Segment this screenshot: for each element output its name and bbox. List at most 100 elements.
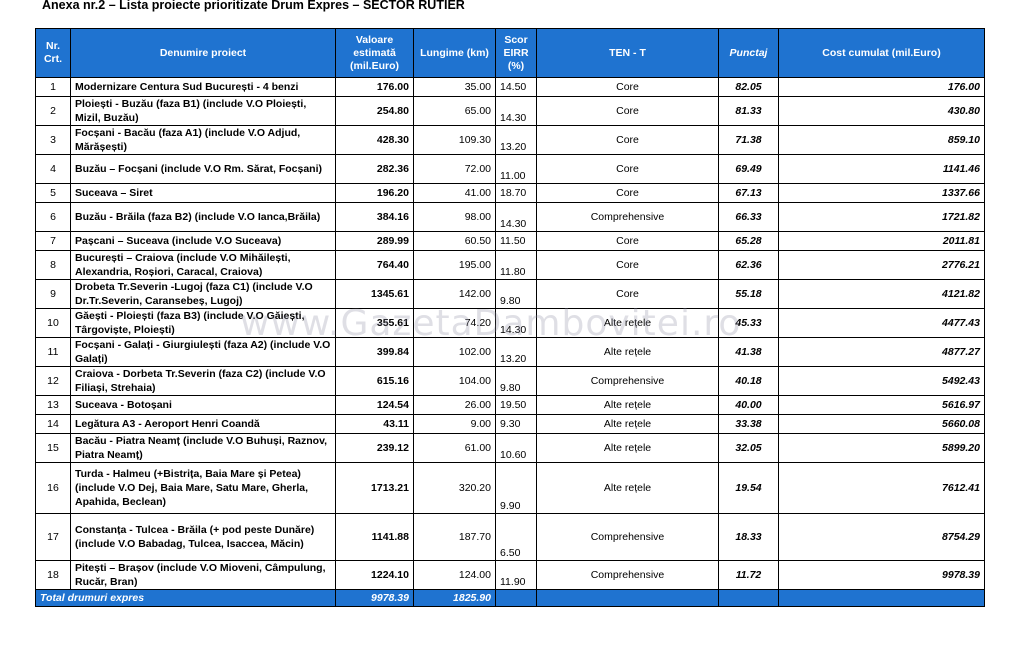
total-length: 1825.90 [413,589,496,607]
project-name: Suceava – Siret [70,183,336,203]
eirr-score: 9.30 [495,414,537,434]
table-row: 12 Craiova - Dorbeta Tr.Severin (faza C2)… [35,366,985,396]
cumulative-cost: 176.00 [778,77,985,97]
punctaj: 82.05 [718,77,779,97]
eirr-score: 6.50 [495,513,537,561]
ten-t-category: Alte rețele [536,395,719,415]
punctaj: 41.38 [718,337,779,367]
estimated-value: 428.30 [335,125,414,155]
table-row: 15 Bacău - Piatra Neamț (include V.O Buhu… [35,433,985,463]
project-name: Ploiești - Buzău (faza B1) (include V.O … [70,96,336,126]
total-empty [495,589,537,607]
length-km: 195.00 [413,250,496,280]
project-name: Buzău – Focșani (include V.O Rm. Sărat, … [70,154,336,184]
cumulative-cost: 4121.82 [778,279,985,309]
length-km: 61.00 [413,433,496,463]
projects-table: Nr. Crt. Denumire proiect Valoare estima… [35,28,985,607]
project-name: Constanța - Tulcea - Brăila (+ pod peste… [70,513,336,561]
cumulative-cost: 8754.29 [778,513,985,561]
length-km: 320.20 [413,462,496,514]
project-name: Suceava - Botoșani [70,395,336,415]
header-value: Valoare estimată (mil.Euro) [335,28,414,78]
row-number: 16 [35,462,71,514]
ten-t-category: Alte rețele [536,308,719,338]
punctaj: 55.18 [718,279,779,309]
eirr-score: 13.20 [495,125,537,155]
project-name: Focșani - Galați - Giurgiulești (faza A2… [70,337,336,367]
table-row: 3 Focșani - Bacău (faza A1) (include V.O … [35,125,985,155]
document-title: Anexa nr.2 – Lista proiecte prioritizate… [42,0,465,12]
total-empty [536,589,719,607]
length-km: 74.20 [413,308,496,338]
eirr-score: 9.90 [495,462,537,514]
ten-t-category: Comprehensive [536,202,719,232]
ten-t-category: Core [536,279,719,309]
row-number: 8 [35,250,71,280]
table-row: 10 Găești - Ploiești (faza B3) (include V… [35,308,985,338]
table-row: 4 Buzău – Focșani (include V.O Rm. Sărat,… [35,154,985,184]
table-row: 18 Pitești – Brașov (include V.O Mioveni,… [35,560,985,590]
eirr-score: 9.80 [495,279,537,309]
row-number: 14 [35,414,71,434]
cumulative-cost: 5899.20 [778,433,985,463]
punctaj: 65.28 [718,231,779,251]
eirr-score: 11.50 [495,231,537,251]
header-row: Nr. Crt. Denumire proiect Valoare estima… [35,28,985,78]
row-number: 4 [35,154,71,184]
table-row: 16 Turda - Halmeu (+Bistrița, Baia Mare ș… [35,462,985,514]
project-name: Pitești – Brașov (include V.O Mioveni, C… [70,560,336,590]
header-cost: Cost cumulat (mil.Euro) [778,28,985,78]
punctaj: 62.36 [718,250,779,280]
eirr-score: 14.30 [495,96,537,126]
cumulative-cost: 4877.27 [778,337,985,367]
estimated-value: 239.12 [335,433,414,463]
ten-t-category: Comprehensive [536,560,719,590]
cumulative-cost: 1337.66 [778,183,985,203]
eirr-score: 11.00 [495,154,537,184]
length-km: 60.50 [413,231,496,251]
estimated-value: 615.16 [335,366,414,396]
ten-t-category: Comprehensive [536,366,719,396]
length-km: 41.00 [413,183,496,203]
cumulative-cost: 5616.97 [778,395,985,415]
estimated-value: 176.00 [335,77,414,97]
header-name: Denumire proiect [70,28,336,78]
cumulative-cost: 2011.81 [778,231,985,251]
ten-t-category: Alte rețele [536,337,719,367]
length-km: 9.00 [413,414,496,434]
row-number: 13 [35,395,71,415]
eirr-score: 13.20 [495,337,537,367]
ten-t-category: Core [536,77,719,97]
row-number: 2 [35,96,71,126]
project-name: Pașcani – Suceava (include V.O Suceava) [70,231,336,251]
ten-t-category: Core [536,250,719,280]
cumulative-cost: 9978.39 [778,560,985,590]
row-number: 9 [35,279,71,309]
eirr-score: 14.30 [495,202,537,232]
eirr-score: 18.70 [495,183,537,203]
estimated-value: 1141.88 [335,513,414,561]
table-row: 7 Pașcani – Suceava (include V.O Suceava)… [35,231,985,251]
estimated-value: 384.16 [335,202,414,232]
row-number: 6 [35,202,71,232]
header-punctaj: Punctaj [718,28,779,78]
project-name: Turda - Halmeu (+Bistrița, Baia Mare și … [70,462,336,514]
punctaj: 18.33 [718,513,779,561]
punctaj: 71.38 [718,125,779,155]
row-number: 18 [35,560,71,590]
project-name: Craiova - Dorbeta Tr.Severin (faza C2) (… [70,366,336,396]
punctaj: 40.18 [718,366,779,396]
project-name: Buzău - Brăila (faza B2) (include V.O Ia… [70,202,336,232]
table-row: 9 Drobeta Tr.Severin -Lugoj (faza C1) (in… [35,279,985,309]
punctaj: 67.13 [718,183,779,203]
punctaj: 81.33 [718,96,779,126]
estimated-value: 124.54 [335,395,414,415]
ten-t-category: Core [536,231,719,251]
header-nr: Nr. Crt. [35,28,71,78]
total-empty [718,589,779,607]
table-row: 2 Ploiești - Buzău (faza B1) (include V.O… [35,96,985,126]
table-row: 14 Legătura A3 - Aeroport Henri Coandă 43.… [35,414,985,434]
punctaj: 19.54 [718,462,779,514]
row-number: 5 [35,183,71,203]
ten-t-category: Alte rețele [536,433,719,463]
